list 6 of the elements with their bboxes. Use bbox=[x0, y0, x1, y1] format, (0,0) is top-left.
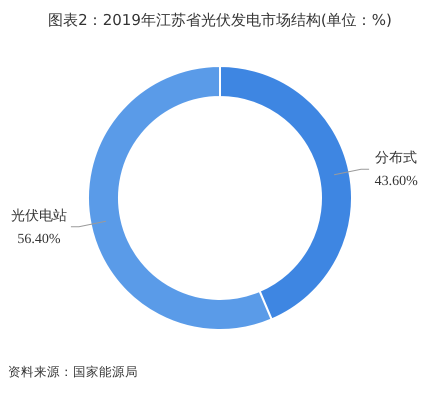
data-label: 56.40% bbox=[17, 232, 61, 247]
slice-label: 分布式 bbox=[375, 150, 418, 166]
chart-title: 图表2：2019年江苏省光伏发电市场结构(单位：%) bbox=[48, 11, 392, 29]
slice-label: 光伏电站 bbox=[10, 208, 67, 224]
data-label: 43.60% bbox=[374, 174, 418, 190]
text: 资料来源：国家能源局 bbox=[8, 364, 138, 379]
